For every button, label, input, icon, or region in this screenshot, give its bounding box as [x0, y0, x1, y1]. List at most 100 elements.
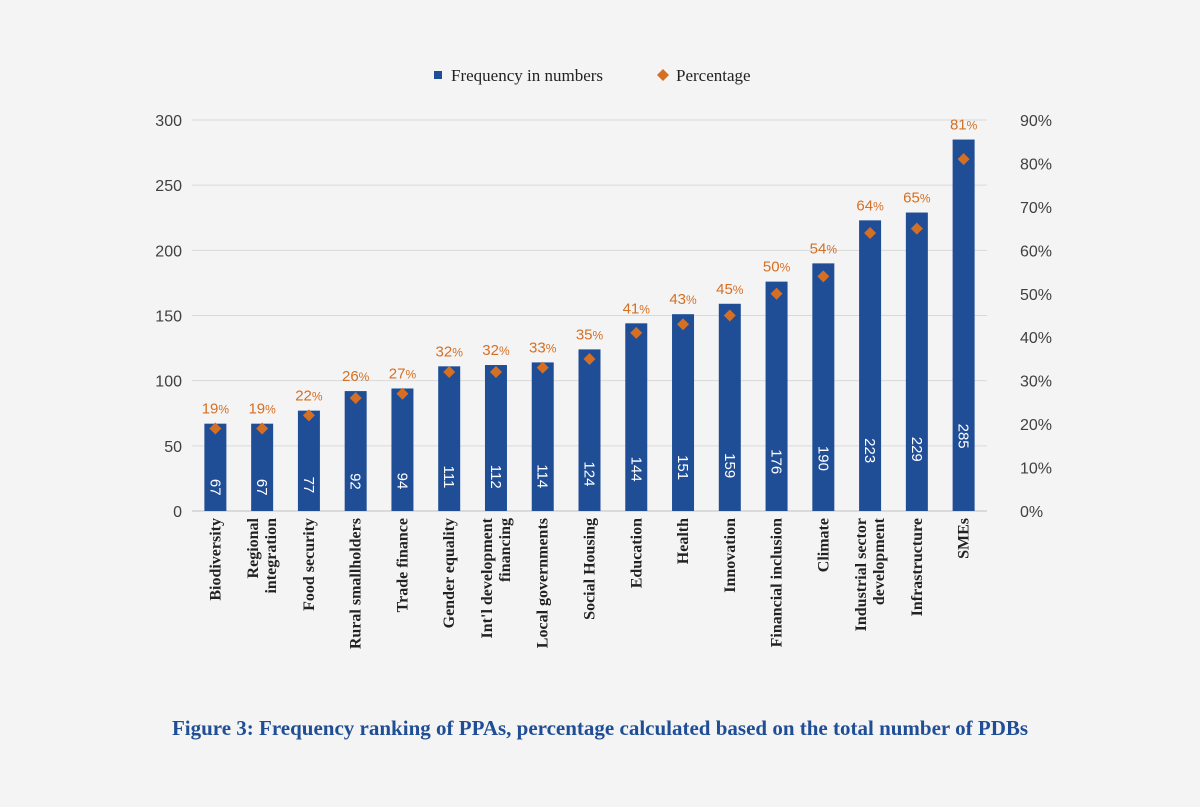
x-category-label: Food security [301, 518, 318, 611]
y-left-tick-label: 150 [155, 309, 182, 326]
x-category-label: Climate [815, 518, 832, 572]
y-right-tick-label: 10% [1020, 461, 1052, 478]
percentage-point [489, 365, 502, 378]
percentage-point [864, 226, 877, 239]
x-category-label: Regional [245, 517, 262, 578]
x-category-label: Rural smallholders [348, 518, 365, 649]
bar [625, 323, 648, 511]
x-category-label: Social Housing [582, 518, 599, 620]
y-right-tick-label: 50% [1020, 287, 1052, 304]
y-right-tick-label: 0% [1020, 504, 1043, 521]
x-category-label: Innovation [722, 518, 739, 593]
percentage-label: 45% [716, 281, 744, 298]
percentage-label: 32% [436, 343, 464, 360]
percentage-point [817, 270, 830, 283]
percentage-point [209, 422, 222, 435]
percentage-label: 43% [669, 291, 697, 308]
bar-value-label: 190 [814, 446, 831, 471]
percentage-point [256, 422, 269, 435]
y-right-tick-label: 60% [1020, 243, 1052, 260]
bar [578, 349, 601, 511]
percentage-label: 50% [763, 259, 791, 276]
bar [204, 423, 227, 511]
percentage-label: 22% [295, 388, 323, 405]
x-category-label: Financial inclusion [769, 518, 786, 647]
bar [438, 366, 461, 511]
bar-value-label: 114 [534, 464, 551, 488]
bar-value-label: 285 [955, 424, 972, 449]
x-category-label: Education [628, 518, 645, 588]
y-right-tick-label: 30% [1020, 374, 1052, 391]
y-left-tick-label: 200 [155, 243, 182, 260]
bar-value-label: 223 [861, 438, 878, 463]
y-left-tick-label: 250 [155, 178, 182, 195]
y-left-tick-label: 300 [155, 113, 182, 130]
percentage-label: 35% [576, 326, 604, 343]
percentage-label: 26% [342, 368, 370, 385]
chart-svg: 0 50 100 150 200 250 300 0% 10% 20% 30% 40% 50% 60% 70… [155, 66, 1052, 649]
legend-percentage-marker [657, 69, 669, 81]
percentage-label: 65% [903, 190, 931, 207]
percentage-label: 33% [529, 339, 557, 356]
percentage-point [396, 387, 409, 400]
bar [718, 303, 741, 511]
y-right-tick-label: 40% [1020, 330, 1052, 347]
bar [859, 220, 882, 511]
bar-value-label: 112 [487, 465, 504, 489]
bar [484, 365, 507, 511]
percentage-point [910, 222, 923, 235]
x-category-label: Int'l development [479, 517, 496, 638]
percentage-label: 19% [248, 401, 276, 418]
y-right-tick-label: 90% [1020, 113, 1052, 130]
legend-percentage-label: Percentage [676, 66, 751, 85]
legend-bar-marker [434, 71, 442, 79]
x-category-label: integration [263, 518, 280, 594]
bar-value-label: 159 [721, 453, 738, 478]
y-right-tick-label: 80% [1020, 156, 1052, 173]
bar-value-label: 176 [768, 449, 785, 474]
percentage-point [443, 365, 456, 378]
y-left-tick-label: 50 [164, 439, 182, 456]
percentage-point [536, 361, 549, 374]
percentage-label: 54% [810, 240, 838, 257]
bar [952, 139, 975, 512]
bar [251, 423, 274, 511]
percentage-label: 27% [389, 365, 417, 382]
bar-value-label: 111 [440, 466, 457, 489]
x-category-label: development [871, 517, 888, 605]
percentage-point [770, 287, 783, 300]
y-left-tick-label: 100 [155, 374, 182, 391]
bar-value-label: 94 [393, 473, 410, 490]
bar [531, 362, 554, 511]
percentage-point [630, 326, 643, 339]
x-category-label: Health [675, 518, 692, 564]
bar-value-label: 229 [908, 437, 925, 462]
bar [297, 410, 320, 511]
x-category-label: Infrastructure [909, 518, 926, 616]
x-category-label: SMEs [956, 518, 973, 559]
bar-value-label: 144 [627, 457, 644, 482]
bar [391, 388, 414, 511]
bar-value-label: 67 [206, 479, 223, 496]
bar [905, 212, 928, 511]
percentage-label: 41% [623, 300, 651, 317]
percentage-point [677, 318, 690, 331]
bar-value-label: 151 [674, 455, 691, 480]
percentage-point [583, 352, 596, 365]
legend-bar-label: Frequency in numbers [451, 66, 603, 85]
percentage-label: 64% [856, 197, 884, 214]
y-right-tick-label: 20% [1020, 417, 1052, 434]
y-left-tick-label: 0 [173, 504, 182, 521]
percentage-point [723, 309, 736, 322]
bar-value-label: 124 [581, 461, 598, 486]
x-category-label: Gender equality [441, 518, 458, 628]
percentage-point [302, 409, 315, 422]
x-category-label: financing [497, 518, 514, 582]
x-category-label: Industrial sector [853, 518, 870, 631]
bar [344, 391, 367, 511]
x-category-label: Trade finance [394, 518, 411, 612]
bar [812, 263, 835, 511]
bar [672, 314, 695, 511]
bar [765, 281, 788, 511]
